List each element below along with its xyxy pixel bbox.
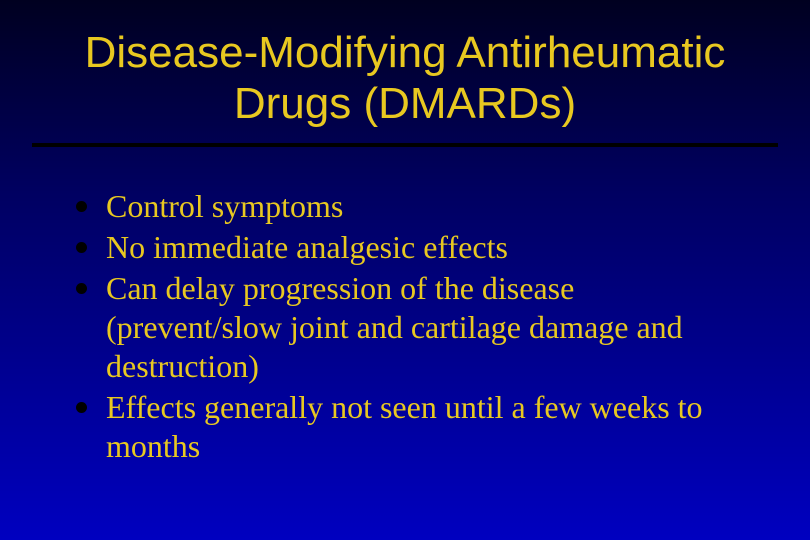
slide-title: Disease-Modifying Antirheumatic Drugs (D… <box>52 28 758 143</box>
bullet-list: Control symptoms No immediate analgesic … <box>52 187 758 466</box>
title-divider <box>32 143 778 147</box>
list-item: Can delay progression of the disease (pr… <box>106 269 758 386</box>
list-item: No immediate analgesic effects <box>106 228 758 267</box>
list-item: Effects generally not seen until a few w… <box>106 388 758 466</box>
list-item: Control symptoms <box>106 187 758 226</box>
slide: Disease-Modifying Antirheumatic Drugs (D… <box>0 0 810 540</box>
